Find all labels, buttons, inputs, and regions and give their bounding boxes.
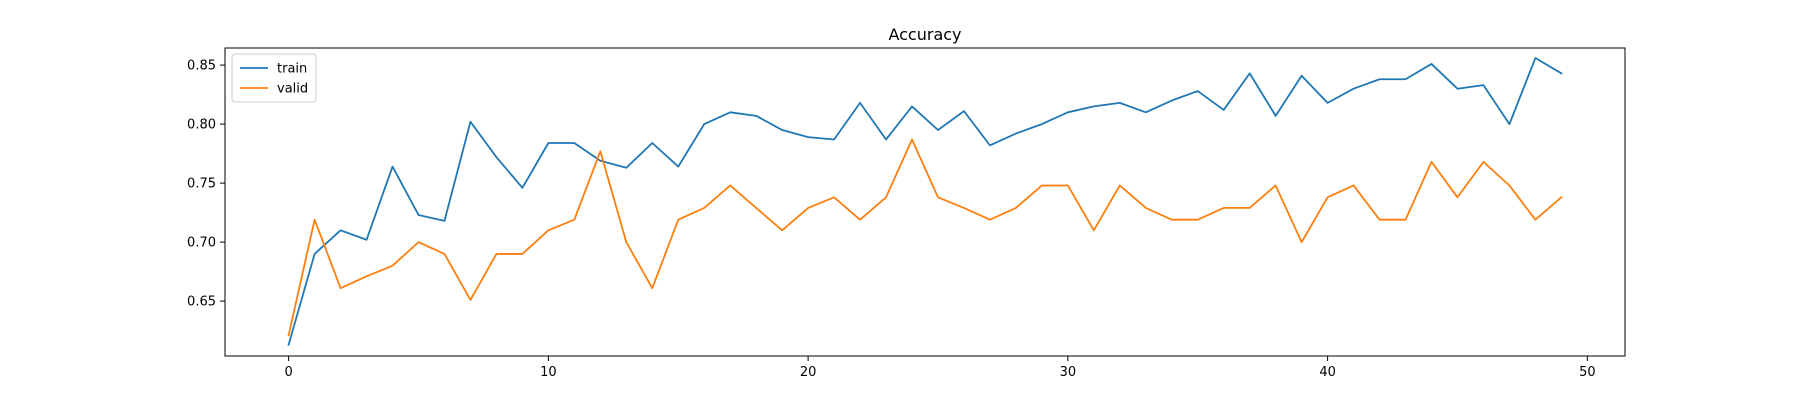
y-tick-label: 0.70 bbox=[187, 236, 216, 251]
y-tick-label: 0.65 bbox=[187, 295, 216, 310]
legend-box bbox=[231, 53, 317, 103]
y-tick-label: 0.85 bbox=[187, 59, 216, 74]
series-line-valid bbox=[287, 138, 1563, 337]
axes-layer: 0 10 20 30 40 50 0.65 0.70 0.75 0.80 0.85 bbox=[187, 47, 1626, 380]
x-tick-label: 20 bbox=[800, 365, 817, 380]
axes-frame bbox=[224, 47, 1626, 357]
series-line-train bbox=[287, 57, 1563, 346]
series-layer bbox=[287, 57, 1563, 346]
legend: train valid bbox=[231, 53, 317, 103]
plot-area bbox=[225, 48, 1625, 356]
legend-label-valid: valid bbox=[277, 82, 308, 97]
x-tick-label: 40 bbox=[1319, 365, 1336, 380]
y-tick-label: 0.80 bbox=[187, 118, 216, 133]
chart-title: Accuracy bbox=[888, 25, 961, 44]
x-tick-label: 50 bbox=[1579, 365, 1596, 380]
plot-background bbox=[225, 48, 1625, 356]
x-tick-label: 0 bbox=[284, 365, 292, 380]
x-tick-label: 30 bbox=[1060, 365, 1077, 380]
y-tick-label: 0.75 bbox=[187, 177, 216, 192]
legend-label-train: train bbox=[277, 62, 307, 77]
x-tick-label: 10 bbox=[540, 365, 557, 380]
